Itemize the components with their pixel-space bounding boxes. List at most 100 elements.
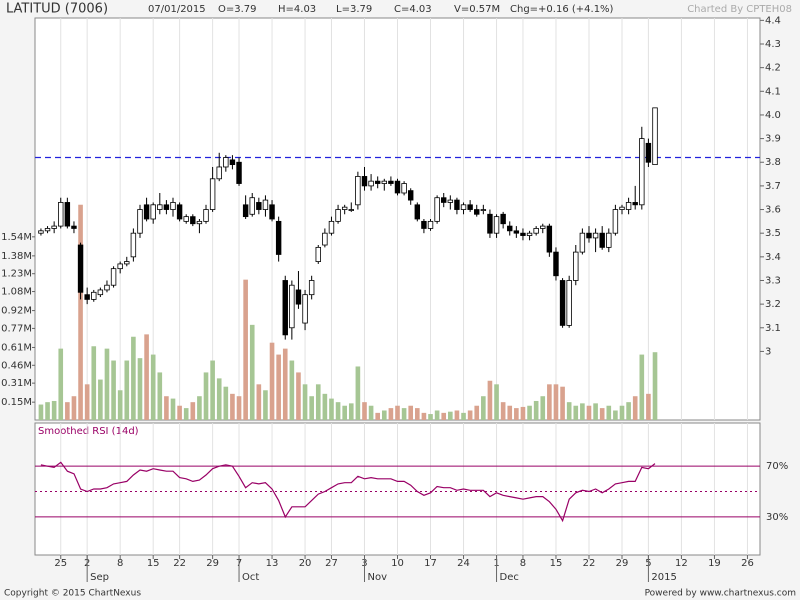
candle-body (355, 176, 361, 206)
volume-bar (652, 352, 658, 420)
candle-body (348, 209, 354, 211)
volume-bar (355, 366, 361, 420)
chart-title: LATITUD (7006) (6, 2, 108, 17)
volume-bar (51, 400, 57, 420)
header-change: Chg=+0.16 (+4.1%) (510, 4, 614, 15)
candle-body (652, 107, 658, 166)
volume-bar (282, 348, 288, 420)
volume-bar (124, 360, 130, 420)
candle-body (553, 251, 559, 277)
y-tick-label: 3.4 (765, 252, 781, 263)
volume-bar (639, 354, 645, 420)
candle-body (586, 232, 592, 239)
volume-bar (197, 396, 202, 420)
candle-body (606, 232, 612, 248)
volume-bar (329, 398, 334, 420)
volume-bar (646, 393, 651, 420)
volume-bar (276, 354, 281, 420)
volume-bar (117, 390, 123, 420)
y-tick-label: 4.2 (765, 63, 781, 74)
volume-bar (249, 324, 255, 420)
y-tick-label: 3 (765, 346, 771, 357)
candle-body (447, 199, 454, 203)
month-label: Oct (242, 572, 259, 583)
candle-body (467, 204, 473, 210)
header-high: H=4.03 (278, 4, 316, 15)
candle-body (110, 268, 117, 286)
volume-bar (368, 405, 374, 420)
volume-bar (527, 405, 532, 420)
x-tick-label: 25 (54, 558, 67, 569)
volume-bar (381, 410, 387, 420)
candle-body (493, 216, 500, 234)
volume-tick-label: 1.38M (1, 251, 32, 262)
candle-body (328, 220, 335, 234)
volume-bar (315, 384, 321, 420)
candle-body (612, 209, 619, 234)
candle-body (44, 228, 51, 232)
volume-bar (586, 405, 592, 420)
y-tick-label: 4.4 (765, 15, 781, 26)
candle-body (71, 225, 77, 229)
candle-body (546, 225, 553, 253)
header-close: C=4.03 (394, 4, 432, 15)
volume-tick-label: 1.54M (1, 232, 32, 243)
volume-bar (494, 384, 499, 420)
candle-body (216, 166, 222, 180)
candle-body (394, 180, 401, 194)
candle-body (513, 230, 520, 234)
header-volume: V=0.57M (454, 4, 500, 15)
candle-body (592, 232, 599, 239)
candle-body (38, 230, 44, 234)
candle-body (388, 180, 394, 184)
volume-bar (500, 402, 506, 420)
volume-bar (613, 410, 618, 420)
footer-left: Copyright © 2015 ChartNexus (4, 589, 141, 599)
volume-bar (84, 384, 90, 420)
volume-bar (342, 405, 347, 420)
volume-bar (164, 396, 169, 420)
candle-body (229, 159, 236, 166)
volume-bar (441, 412, 447, 420)
candle-body (573, 251, 579, 281)
y-tick-label: 4.0 (765, 110, 781, 121)
candle-body (302, 294, 308, 324)
volume-bar (434, 410, 440, 420)
volume-bar (533, 400, 539, 420)
volume-bar (547, 384, 552, 420)
volume-tick-label: 0.92M (1, 306, 32, 317)
candle-body (407, 190, 414, 201)
volume-bar (481, 396, 486, 420)
volume-bar (137, 358, 143, 420)
y-tick-label: 3.2 (765, 299, 781, 310)
volume-bar (150, 354, 156, 420)
month-label: 2015 (651, 572, 676, 583)
y-tick-label: 3.5 (765, 228, 781, 239)
y-tick-label: 3.7 (765, 181, 781, 192)
volume-bar (38, 404, 44, 420)
volume-bar (269, 342, 275, 420)
volume-bar (104, 348, 110, 420)
candle-body (632, 202, 638, 206)
volume-bar (566, 402, 572, 420)
volume-bar (632, 396, 638, 420)
candle-body (421, 220, 427, 229)
header-date: 07/01/2015 (148, 4, 206, 15)
x-tick-label: 13 (266, 558, 279, 569)
month-label: Dec (500, 572, 519, 583)
candle-body (275, 220, 282, 255)
volume-bar (560, 386, 565, 420)
candle-body (84, 294, 90, 300)
candle-body (454, 199, 460, 210)
volume-bar (408, 405, 414, 420)
candle-body (500, 213, 506, 225)
volume-bar (289, 360, 295, 420)
volume-bar (540, 396, 546, 420)
candle-body (434, 197, 440, 222)
x-tick-label: 15 (147, 558, 160, 569)
volume-bar (606, 405, 612, 420)
x-tick-label: 22 (583, 558, 596, 569)
volume-bar (131, 336, 136, 420)
volume-bar (414, 408, 420, 420)
volume-bar (157, 372, 163, 420)
